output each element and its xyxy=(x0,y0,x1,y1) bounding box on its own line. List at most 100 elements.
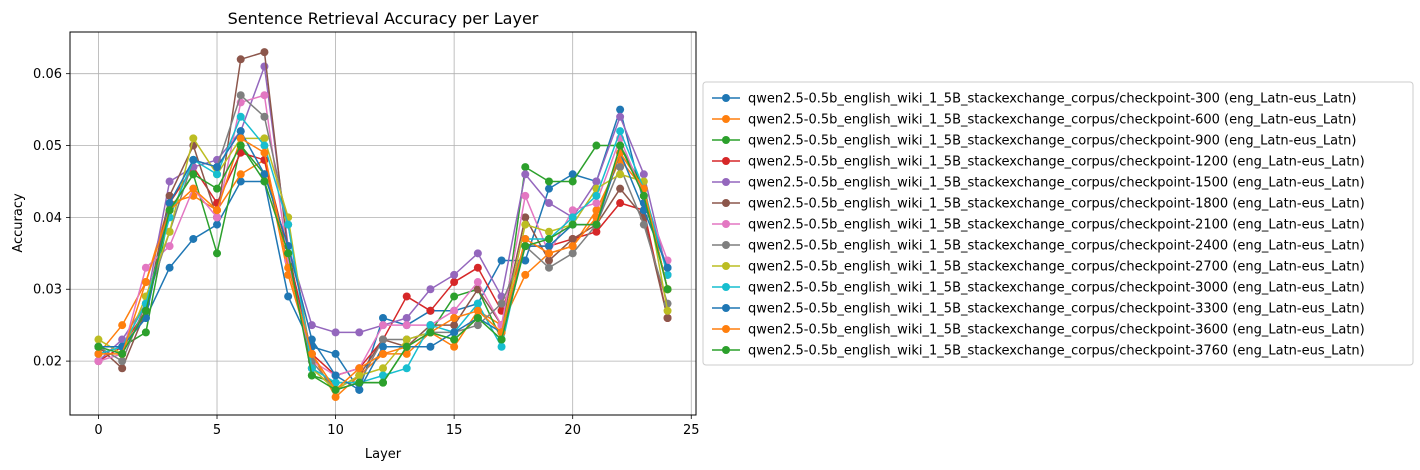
data-point xyxy=(568,242,577,251)
legend-marker xyxy=(722,199,730,207)
legend-item: qwen2.5-0.5b_english_wiki_1_5B_stackexch… xyxy=(712,197,1365,212)
x-axis-title: Layer xyxy=(365,447,402,462)
data-point xyxy=(568,177,577,186)
data-point xyxy=(141,306,150,315)
data-point xyxy=(331,378,340,387)
data-point xyxy=(402,321,411,330)
data-point xyxy=(189,134,198,143)
legend-marker xyxy=(722,136,730,144)
data-point xyxy=(284,249,293,258)
legend-label: qwen2.5-0.5b_english_wiki_1_5B_stackexch… xyxy=(748,197,1365,212)
data-point xyxy=(165,177,174,186)
data-point xyxy=(473,306,482,315)
legend-item: qwen2.5-0.5b_english_wiki_1_5B_stackexch… xyxy=(712,176,1365,191)
data-point xyxy=(379,335,387,344)
data-point xyxy=(544,227,553,236)
axis-ticks: 0 5 10 15 20 25 0.02 0.03 0.04 0.05 0.06 xyxy=(33,67,699,438)
data-point xyxy=(236,141,245,150)
data-point xyxy=(616,127,625,136)
data-point xyxy=(213,249,222,258)
data-point xyxy=(663,263,672,272)
data-point xyxy=(402,342,411,351)
data-point xyxy=(521,220,530,229)
series-layer xyxy=(94,48,672,402)
data-point xyxy=(426,342,435,351)
data-point xyxy=(450,292,459,301)
data-point xyxy=(521,163,530,172)
data-point xyxy=(639,220,648,229)
data-point xyxy=(663,299,672,308)
x-tick-label: 15 xyxy=(446,423,463,438)
legend-marker xyxy=(722,283,730,291)
legend-marker xyxy=(722,262,730,270)
data-point xyxy=(94,342,103,351)
data-point xyxy=(639,206,648,215)
data-point xyxy=(450,342,459,351)
data-point xyxy=(497,342,506,351)
y-tick-label: 0.03 xyxy=(33,283,62,298)
data-point xyxy=(165,227,174,236)
data-point xyxy=(284,292,293,301)
y-axis-title: Accuracy xyxy=(11,193,26,253)
legend-marker xyxy=(722,178,730,186)
data-point xyxy=(236,91,245,100)
legend-item: qwen2.5-0.5b_english_wiki_1_5B_stackexch… xyxy=(712,281,1365,296)
legend-label: qwen2.5-0.5b_english_wiki_1_5B_stackexch… xyxy=(748,239,1365,254)
data-point xyxy=(94,357,103,366)
legend: qwen2.5-0.5b_english_wiki_1_5B_stackexch… xyxy=(702,81,1414,366)
data-point xyxy=(189,184,198,193)
data-point xyxy=(236,134,245,143)
data-point xyxy=(260,62,269,71)
data-point xyxy=(165,206,174,215)
data-point xyxy=(307,335,316,344)
data-point xyxy=(260,148,269,157)
data-point xyxy=(331,385,340,394)
legend-marker xyxy=(722,325,730,333)
data-point xyxy=(213,170,222,179)
data-point xyxy=(616,170,625,179)
data-point xyxy=(213,163,222,172)
data-point xyxy=(568,249,577,258)
data-point xyxy=(236,177,245,186)
data-point xyxy=(260,141,269,150)
data-point xyxy=(521,234,530,243)
data-point xyxy=(426,306,435,315)
data-point xyxy=(450,306,459,315)
data-point xyxy=(616,163,625,172)
data-point xyxy=(331,371,340,380)
legend-item: qwen2.5-0.5b_english_wiki_1_5B_stackexch… xyxy=(712,134,1356,149)
legend-label: qwen2.5-0.5b_english_wiki_1_5B_stackexch… xyxy=(748,344,1365,359)
data-point xyxy=(165,199,174,208)
legend-label: qwen2.5-0.5b_english_wiki_1_5B_stackexch… xyxy=(748,176,1365,191)
legend-item: qwen2.5-0.5b_english_wiki_1_5B_stackexch… xyxy=(712,344,1365,359)
data-point xyxy=(213,206,222,215)
data-point xyxy=(568,206,577,215)
legend-label: qwen2.5-0.5b_english_wiki_1_5B_stackexch… xyxy=(748,302,1365,317)
data-point xyxy=(213,213,222,222)
data-point xyxy=(118,357,127,366)
data-point xyxy=(568,213,577,222)
data-point xyxy=(307,321,316,330)
y-tick-label: 0.02 xyxy=(33,355,62,370)
data-point xyxy=(402,349,411,358)
legend-item: qwen2.5-0.5b_english_wiki_1_5B_stackexch… xyxy=(712,92,1356,107)
legend-label: qwen2.5-0.5b_english_wiki_1_5B_stackexch… xyxy=(748,155,1365,170)
data-point xyxy=(307,371,316,380)
data-point xyxy=(426,321,435,330)
data-point xyxy=(450,313,459,322)
data-point xyxy=(473,321,482,330)
x-tick-label: 10 xyxy=(327,423,344,438)
legend-label: qwen2.5-0.5b_english_wiki_1_5B_stackexch… xyxy=(748,218,1365,233)
data-point xyxy=(544,199,553,208)
data-point xyxy=(544,242,553,251)
data-point xyxy=(165,263,174,272)
legend-marker xyxy=(722,241,730,249)
legend-item: qwen2.5-0.5b_english_wiki_1_5B_stackexch… xyxy=(712,155,1365,170)
data-point xyxy=(450,321,459,330)
data-point xyxy=(616,112,625,121)
data-point xyxy=(236,55,245,64)
data-point xyxy=(260,177,269,186)
data-point xyxy=(379,364,387,373)
data-point xyxy=(663,313,672,322)
